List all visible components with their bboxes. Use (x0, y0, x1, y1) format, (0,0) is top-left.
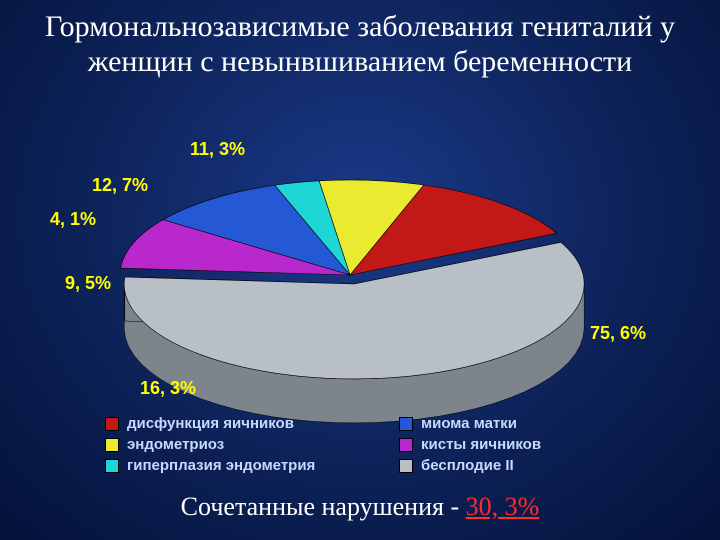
legend-item: бесплодие II (399, 457, 665, 474)
legend-item: гиперплазия эндометрия (105, 457, 371, 474)
pie-chart-3d: 16, 3% 9, 5% 4, 1% 12, 7% 11, 3% 75, 6% (50, 125, 670, 435)
data-label: 75, 6% (590, 323, 646, 344)
data-label: 9, 5% (65, 273, 111, 294)
legend-swatch (399, 417, 413, 431)
legend-label: бесплодие II (421, 457, 514, 474)
data-label: 12, 7% (92, 175, 148, 196)
legend-swatch (105, 459, 119, 473)
legend-swatch (399, 438, 413, 452)
legend-label: эндометриоз (127, 436, 224, 453)
data-label: 16, 3% (140, 378, 196, 399)
legend-label: гиперплазия эндометрия (127, 457, 315, 474)
slide-title: Гормональнозависимые заболевания генитал… (0, 0, 720, 79)
legend-label: кисты яичников (421, 436, 541, 453)
data-label: 4, 1% (50, 209, 96, 230)
footer-note: Сочетанные нарушения - 30, 3% (0, 492, 720, 522)
footer-highlight: 30, 3% (466, 492, 540, 521)
footer-prefix: Сочетанные нарушения - (181, 492, 466, 521)
legend-label: миома матки (421, 415, 517, 432)
legend-swatch (105, 417, 119, 431)
legend-item: эндометриоз (105, 436, 371, 453)
legend-swatch (105, 438, 119, 452)
data-label: 11, 3% (190, 139, 245, 160)
legend-item: дисфункция яичников (105, 415, 371, 432)
legend-item: кисты яичников (399, 436, 665, 453)
legend-item: миома матки (399, 415, 665, 432)
slide: { "title": "Гормональнозависимые заболев… (0, 0, 720, 540)
legend-swatch (399, 459, 413, 473)
legend-label: дисфункция яичников (127, 415, 294, 432)
legend: дисфункция яичников миома матки эндометрио… (105, 415, 665, 474)
